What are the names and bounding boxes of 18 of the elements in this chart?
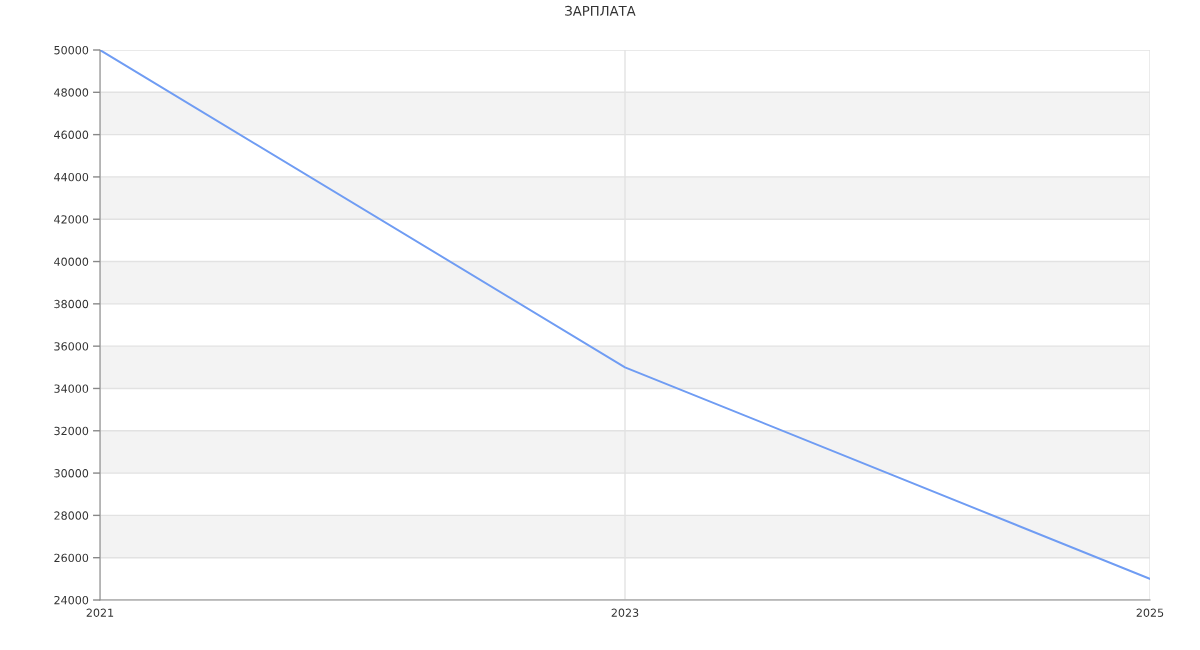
y-tick-label: 30000 [54,469,89,478]
x-tick-label: 2021 [86,608,114,617]
y-tick-label: 24000 [54,595,89,605]
x-tick-label: 2023 [611,608,639,617]
y-tick-label: 42000 [54,215,89,224]
y-tick-label: 26000 [54,553,89,563]
y-tick-label: 44000 [54,172,89,182]
y-tick-label: 46000 [54,130,89,139]
y-tick-label: 32000 [54,426,89,436]
y-tick-label: 40000 [54,257,89,266]
y-tick-label: 48000 [54,88,89,97]
y-tick-label: 34000 [54,384,89,393]
x-tick-label: 2025 [1136,608,1164,617]
y-tick-label: 38000 [54,299,89,309]
y-tick-label: 50000 [54,45,89,55]
chart-title: ЗАРПЛАТА [565,5,636,16]
y-tick-label: 36000 [54,342,89,351]
y-tick-label: 28000 [54,511,89,520]
